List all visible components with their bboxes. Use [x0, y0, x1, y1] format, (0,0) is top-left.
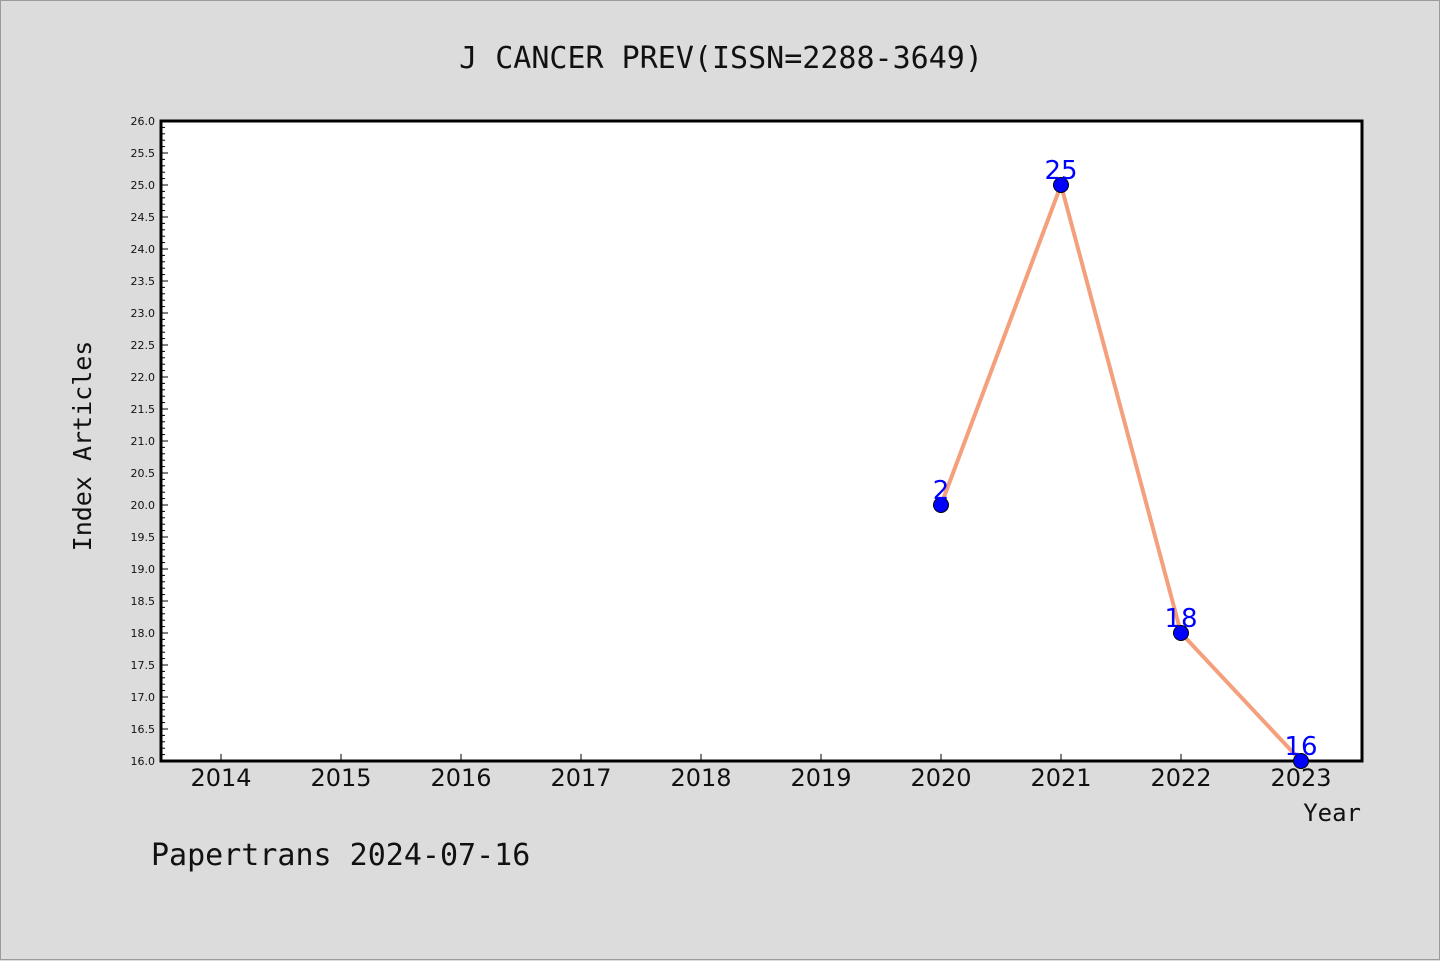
y-axis: 16.0 16.5 17.0 17.5 18.0 18.5 19.0 19.5 20.0 20.5…: [131, 115, 168, 768]
y-tick-label: 23.5: [131, 275, 156, 288]
x-axis-label: Year: [1303, 799, 1361, 827]
data-point: [933, 497, 949, 513]
y-tick-label: 21.0: [131, 435, 156, 448]
footer-text: Papertrans 2024-07-16: [151, 838, 530, 873]
y-tick-label: 26.0: [131, 115, 156, 128]
y-tick-label: 25.0: [131, 179, 156, 192]
x-tick-label: 2019: [790, 764, 851, 792]
x-tick-label: 2015: [310, 764, 371, 792]
y-tick-label: 17.0: [131, 691, 156, 704]
x-axis: 2014 2015 2016 2017 2018 2019 2020 2021 2022 2023: [190, 754, 1332, 792]
y-tick-label: 18.5: [131, 595, 156, 608]
data-label: 18: [1164, 604, 1197, 634]
y-tick-label: 24.0: [131, 243, 156, 256]
data-label: 2: [933, 476, 950, 506]
y-tick-label: 24.5: [131, 211, 156, 224]
chart-title: J CANCER PREV(ISSN=2288-3649): [459, 41, 983, 76]
x-tick-label: 2014: [190, 764, 251, 792]
y-tick-label: 19.5: [131, 531, 156, 544]
y-tick-label: 22.5: [131, 339, 156, 352]
y-tick-label: 22.0: [131, 371, 156, 384]
x-tick-label: 2018: [670, 764, 731, 792]
data-point: [1293, 753, 1309, 769]
y-tick-label: 19.0: [131, 563, 156, 576]
y-tick-label: 21.5: [131, 403, 156, 416]
y-axis-label: Index Articles: [68, 341, 97, 552]
x-tick-label: 2017: [550, 764, 611, 792]
data-point: [1053, 177, 1069, 193]
y-tick-label: 16.0: [131, 755, 156, 768]
y-tick-label: 20.5: [131, 467, 156, 480]
data-label: 25: [1044, 156, 1077, 186]
data-label: 16: [1284, 732, 1317, 762]
y-tick-label: 23.0: [131, 307, 156, 320]
x-tick-label: 2020: [910, 764, 971, 792]
y-tick-label: 16.5: [131, 723, 156, 736]
y-tick-label: 20.0: [131, 499, 156, 512]
series-line: [939, 183, 1303, 763]
y-tick-label: 18.0: [131, 627, 156, 640]
y-tick-label: 17.5: [131, 659, 156, 672]
x-tick-label: 2022: [1150, 764, 1211, 792]
y-tick-label: 25.5: [131, 147, 156, 160]
data-point: [1173, 625, 1189, 641]
plot-area: [159, 119, 1364, 763]
x-tick-label: 2021: [1030, 764, 1091, 792]
x-tick-label: 2016: [430, 764, 491, 792]
series-layer: 2 25 18 16: [933, 156, 1318, 769]
